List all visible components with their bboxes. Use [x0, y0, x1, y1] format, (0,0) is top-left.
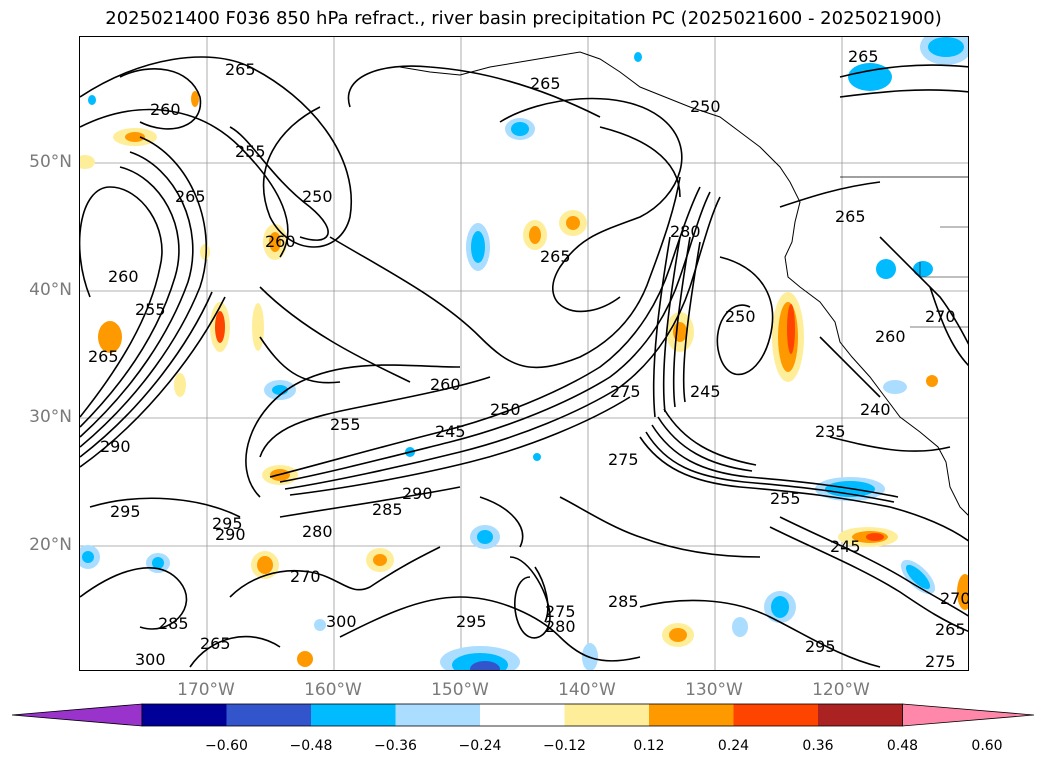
contour-label: 260: [430, 375, 461, 394]
contour-label: 270: [925, 307, 956, 326]
contour-labels: 265 260 265 255 250 265 260 265 255 265 …: [88, 47, 969, 671]
colorbar-segment: [733, 704, 818, 726]
contour-label: 275: [545, 602, 576, 621]
contour-label: 290: [402, 484, 433, 503]
colorbar-tick-label: 0.12: [633, 738, 665, 754]
colorbar-extend-low: [12, 703, 143, 727]
contour-label: 260: [108, 267, 139, 286]
contour-label: 250: [490, 400, 521, 419]
precip-shading: [80, 37, 968, 670]
contour-label: 265: [175, 187, 206, 206]
contour-label: 245: [690, 382, 721, 401]
colorbar-tick-label: −0.36: [374, 738, 417, 754]
lon-label: 150°W: [431, 680, 489, 700]
contour-label: 260: [265, 232, 296, 251]
contour-label: 280: [302, 522, 333, 541]
contour-label: 265: [935, 620, 966, 639]
contour-label: 285: [608, 592, 639, 611]
lon-label: 130°W: [685, 680, 743, 700]
contour-label: 245: [435, 422, 466, 441]
colorbar-extend-high: [902, 703, 1035, 727]
contour-label: 265: [225, 60, 256, 79]
contour-label: 255: [770, 489, 801, 508]
colorbar-tick-label: −0.48: [289, 738, 333, 754]
contour-label: 285: [158, 614, 189, 633]
colorbar-tick-label: 0.36: [802, 738, 834, 754]
refractivity-contours: [80, 56, 968, 668]
colorbar-tick-label: −0.60: [205, 738, 248, 754]
contour-label: 260: [150, 100, 181, 119]
contour-label: 275: [610, 382, 641, 401]
lat-label: 40°N: [29, 280, 72, 300]
colorbar-segment: [480, 704, 565, 726]
contour-label: 300: [135, 650, 166, 669]
colorbar-tick-label: 0.24: [717, 738, 750, 754]
colorbar-segment: [226, 704, 311, 726]
contour-label: 280: [545, 617, 576, 636]
contour-label: 255: [235, 142, 266, 161]
lon-label: 160°W: [304, 680, 362, 700]
contour-label: 250: [725, 307, 756, 326]
lon-label: 120°W: [812, 680, 870, 700]
map-canvas: 265 260 265 255 250 265 260 265 255 265 …: [80, 37, 969, 671]
contour-label: 250: [690, 97, 721, 116]
contour-label: 290: [100, 437, 131, 456]
contour-label: 255: [135, 300, 166, 319]
lon-label: 140°W: [558, 680, 616, 700]
contour-label: 290: [215, 525, 246, 544]
contour-label: 265: [200, 634, 231, 653]
contour-label: 295: [456, 612, 487, 631]
colorbar-segment: [649, 704, 734, 726]
map-panel: 265 260 265 255 250 265 260 265 255 265 …: [79, 36, 969, 671]
contour-label: 255: [330, 415, 361, 434]
coastline: [399, 51, 968, 516]
contour-label: 300: [326, 612, 357, 631]
colorbar-tick-label: −0.12: [543, 738, 586, 754]
contour-label: 265: [88, 347, 119, 366]
contour-label: 235: [815, 422, 846, 441]
colorbar-tick-label: −0.24: [458, 738, 502, 754]
contour-label: 295: [110, 502, 141, 521]
contour-label: 280: [670, 222, 701, 241]
contour-label: 265: [848, 47, 879, 66]
contour-label: 285: [372, 500, 403, 519]
lat-label: 20°N: [29, 535, 72, 555]
chart-title: 2025021400 F036 850 hPa refract., river …: [105, 8, 942, 29]
colorbar-segment: [395, 704, 480, 726]
contour-label: 270: [290, 567, 321, 586]
colorbar-tick-label: 0.48: [886, 738, 919, 754]
colorbar-segment: [818, 704, 903, 726]
contour-label: 265: [835, 207, 866, 226]
colorbar-segment: [142, 704, 227, 726]
contour-label: 265: [540, 247, 571, 266]
colorbar-tick-label: 0.60: [971, 738, 1003, 754]
colorbar-segment: [564, 704, 649, 726]
contour-label: 295: [212, 514, 243, 533]
contour-label: 240: [860, 400, 891, 419]
colorbar-segment: [311, 704, 396, 726]
contour-label: 270: [940, 589, 969, 608]
lat-label: 30°N: [29, 407, 72, 427]
contour-label: 295: [805, 637, 836, 656]
colorbar: [12, 703, 1035, 727]
contour-label: 275: [925, 652, 956, 671]
contour-label: 265: [530, 74, 561, 93]
contour-label: 260: [875, 327, 906, 346]
lon-label: 170°W: [177, 680, 235, 700]
lat-label: 50°N: [29, 152, 72, 172]
contour-label: 245: [830, 537, 861, 556]
contour-label: 250: [302, 187, 333, 206]
contour-label: 275: [608, 450, 639, 469]
